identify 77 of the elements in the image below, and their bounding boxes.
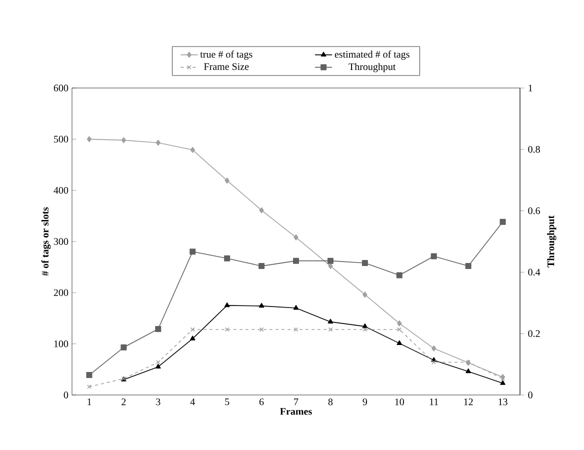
y2-tick-label: 0.6 <box>528 207 540 214</box>
point <box>397 320 402 326</box>
y2-tick-label: 0.8 <box>528 146 540 153</box>
legend-label: Throughput <box>348 63 396 72</box>
point <box>156 364 161 369</box>
y-axis-title: # of tags or slots <box>41 207 51 276</box>
point <box>293 258 300 264</box>
x-tick-label: 2 <box>122 398 126 406</box>
point <box>120 344 127 350</box>
legend-label: Frame Size <box>204 63 249 70</box>
point <box>156 140 161 146</box>
x-tick-label: 5 <box>225 398 230 406</box>
point <box>430 253 437 260</box>
point <box>362 323 368 328</box>
y-tick-label: 300 <box>54 238 68 245</box>
point <box>500 218 506 225</box>
point <box>396 272 402 278</box>
point <box>190 327 195 332</box>
y-tick-label: 200 <box>54 289 68 296</box>
point <box>328 263 333 270</box>
point <box>86 372 92 378</box>
point <box>362 327 368 332</box>
point <box>258 263 265 270</box>
y-tick-label: 0 <box>64 392 68 398</box>
point <box>396 340 402 346</box>
x-tick-label: 13 <box>498 398 508 406</box>
point <box>432 360 436 364</box>
x-axis-title: Frames <box>280 408 312 415</box>
y2-axis-title: Throughput <box>547 216 556 268</box>
y2-tick-label: 0.4 <box>528 268 540 276</box>
point <box>224 178 230 184</box>
x-tick-label: 8 <box>328 398 333 406</box>
y-tick-label: 400 <box>54 186 68 194</box>
point <box>86 136 92 142</box>
x-tick-label: 3 <box>156 398 160 406</box>
point <box>327 258 334 264</box>
point <box>121 137 126 144</box>
legend-label: true # of tags <box>200 50 252 60</box>
x-tick-label: 4 <box>190 398 195 406</box>
x-tick-label: 10 <box>395 398 404 406</box>
y-tick-label: 500 <box>54 136 68 143</box>
point <box>190 248 196 255</box>
point <box>362 260 368 266</box>
point <box>224 327 230 332</box>
point <box>224 255 230 262</box>
x-tick-label: 11 <box>430 398 438 406</box>
point <box>431 345 436 352</box>
x-tick-label: 12 <box>464 398 473 406</box>
point <box>465 263 472 270</box>
point <box>397 327 402 332</box>
point <box>328 327 333 332</box>
point <box>293 305 299 310</box>
x-tick-label: 9 <box>362 398 368 406</box>
point <box>500 380 506 385</box>
point <box>259 207 264 214</box>
point <box>87 384 92 390</box>
x-tick-label: 6 <box>259 398 264 406</box>
point <box>294 327 298 332</box>
y2-tick-label: 1 <box>528 84 532 92</box>
y2-tick-label: 0 <box>528 392 532 398</box>
point <box>328 318 334 324</box>
point <box>190 146 195 153</box>
point <box>156 360 160 364</box>
x-tick-label: 7 <box>294 398 298 406</box>
legend-label: estimated # of tags <box>334 50 410 60</box>
y-tick-label: 600 <box>54 84 68 92</box>
point <box>155 326 162 332</box>
point <box>190 336 196 340</box>
y-tick-label: 100 <box>54 340 68 348</box>
point <box>224 302 230 308</box>
point <box>259 327 264 332</box>
point <box>294 234 298 240</box>
point <box>466 368 471 374</box>
y2-tick-label: 0.2 <box>528 330 540 337</box>
point <box>258 302 264 308</box>
point <box>362 292 368 298</box>
x-tick-label: 1 <box>88 398 92 406</box>
